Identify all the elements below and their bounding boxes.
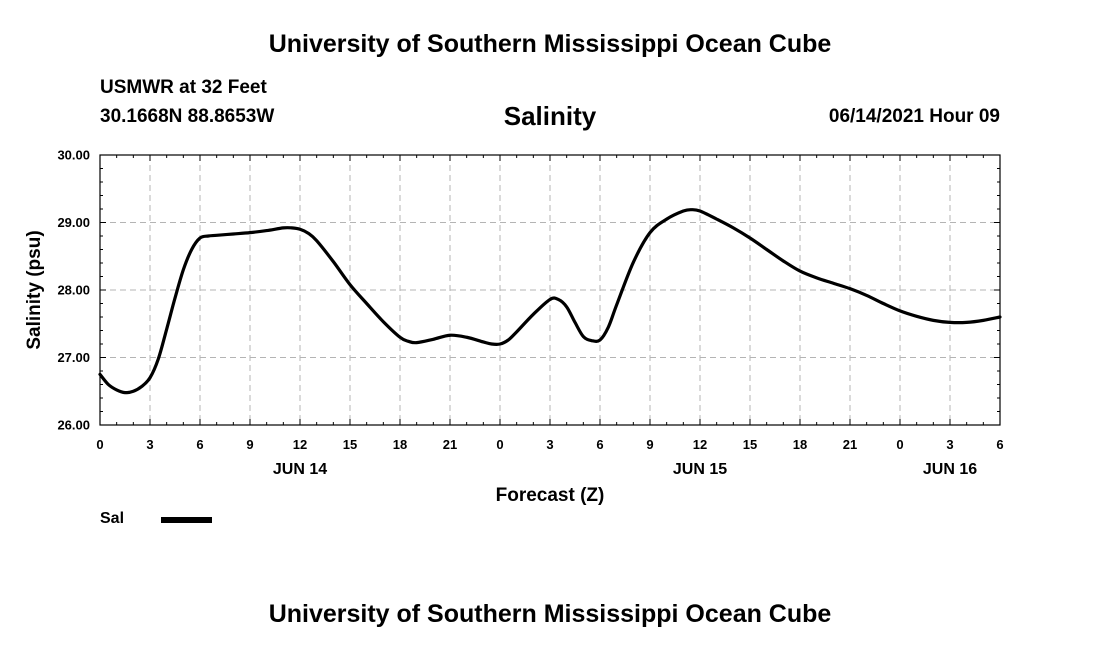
x-tick-label: 0 [896,437,903,452]
y-tick-label: 27.00 [57,350,90,365]
station-coordinates: 30.1668N 88.8653W [100,106,275,127]
x-tick-label: 0 [496,437,503,452]
plot-frame [99,154,1001,426]
series-line-sal [98,208,1002,395]
parameter-title: Salinity [503,101,597,131]
x-tick-label: 18 [793,437,807,452]
x-tick-label: 6 [196,437,203,452]
x-date-label: JUN 16 [923,461,977,478]
x-date-label: JUN 14 [273,461,327,478]
x-tick-label: 21 [843,437,857,452]
y-tick-label: 30.00 [57,148,90,163]
x-tick-label: 21 [443,437,457,452]
x-tick-label: 9 [646,437,653,452]
x-tick-label: 15 [343,437,357,452]
forecast-datetime: 06/14/2021 Hour 09 [828,106,1000,127]
x-tick-label: 9 [246,437,253,452]
legend-label: Sal [100,510,125,527]
y-tick-label: 28.00 [57,283,90,298]
chart-grid [100,155,1000,425]
x-tick-label: 15 [743,437,757,452]
footer-title: University of Southern Mississippi Ocean… [268,600,832,628]
header-title: University of Southern Mississippi Ocean… [268,30,832,58]
x-axis-title: Forecast (Z) [496,485,605,506]
x-tick-label: 12 [293,437,307,452]
station-label: USMWR at 32 Feet [100,77,267,98]
x-tick-label: 3 [946,437,953,452]
x-tick-label: 6 [996,437,1003,452]
chart-tick-labels: 0 3 6 9 12 15 18 21 0 3 6 9 12 15 18 21 0 3 6 JUN 14 JUN 15 J… [57,148,1003,479]
x-tick-label: 0 [96,437,103,452]
y-tick-label: 26.00 [57,418,90,433]
legend-swatch [161,517,212,523]
x-tick-label: 18 [393,437,407,452]
x-date-label: JUN 15 [673,461,727,478]
x-tick-label: 12 [693,437,707,452]
x-tick-label: 6 [596,437,603,452]
x-tick-label: 3 [146,437,153,452]
y-axis-title: Salinity (psu) [24,230,45,349]
x-tick-label: 3 [546,437,553,452]
y-tick-label: 29.00 [57,215,90,230]
